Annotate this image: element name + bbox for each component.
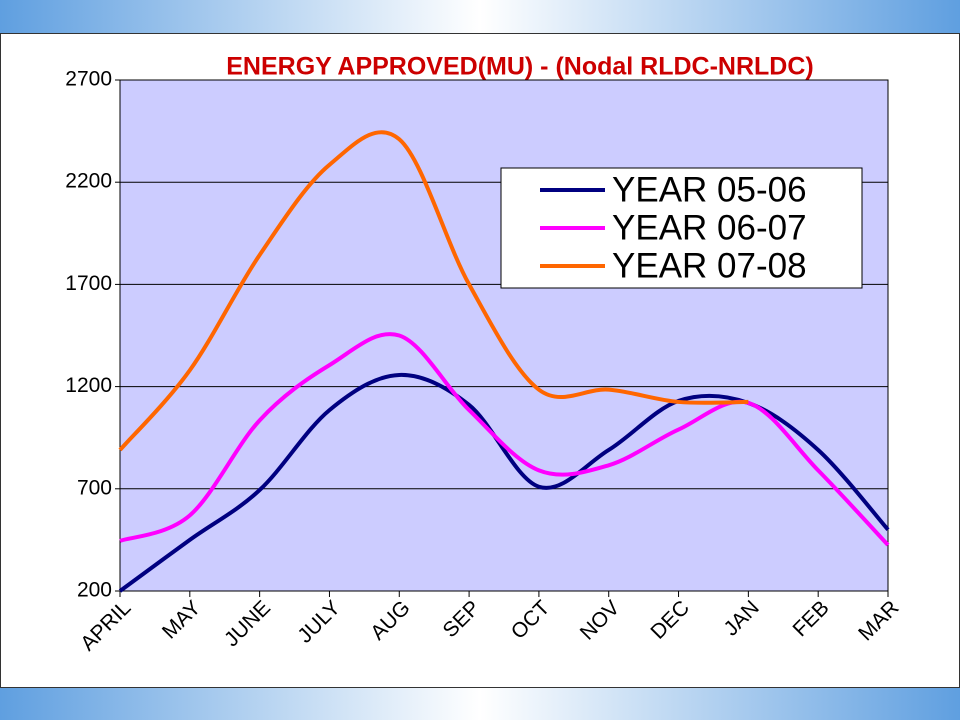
y-tick-label: 1200 bbox=[65, 374, 112, 397]
series-line bbox=[119, 332, 890, 547]
x-tick-label: JUNE bbox=[220, 596, 275, 651]
x-tick-label: APRIL bbox=[76, 596, 135, 655]
x-tick-label: NOV bbox=[576, 596, 624, 644]
plot-area bbox=[119, 79, 889, 592]
x-tick-label: OCT bbox=[507, 596, 555, 644]
legend-label: YEAR 07-08 bbox=[612, 246, 807, 285]
x-tick-label: AUG bbox=[366, 596, 414, 644]
top-bar bbox=[0, 0, 960, 33]
series-line bbox=[118, 130, 749, 452]
x-tick-label: MAR bbox=[854, 596, 903, 645]
x-tick-label: DEC bbox=[646, 596, 694, 644]
bottom-bar bbox=[0, 688, 960, 720]
y-tick-label: 200 bbox=[77, 579, 112, 602]
y-tick-label: 700 bbox=[77, 476, 112, 499]
legend-label: YEAR 06-07 bbox=[612, 208, 807, 247]
x-tick-label: JAN bbox=[719, 596, 763, 640]
y-tick-label: 2200 bbox=[65, 170, 112, 193]
chart-title: ENERGY APPROVED(MU) - (Nodal RLDC-NRLDC) bbox=[226, 53, 814, 81]
y-tick-label: 2700 bbox=[65, 68, 112, 91]
x-tick-label: JULY bbox=[293, 596, 344, 647]
legend-label: YEAR 05-06 bbox=[612, 170, 807, 209]
x-tick-label: FEB bbox=[788, 596, 833, 641]
x-tick-label: SEP bbox=[439, 596, 485, 642]
x-tick-label: MAY bbox=[158, 596, 205, 643]
y-tick-label: 1700 bbox=[65, 272, 112, 295]
